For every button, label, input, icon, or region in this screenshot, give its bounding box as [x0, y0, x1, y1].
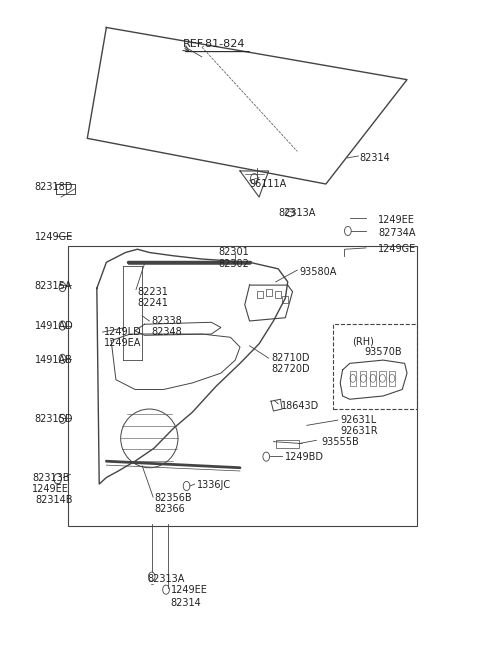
Bar — [266, 289, 273, 296]
Text: 92631R: 92631R — [340, 426, 378, 436]
Text: 82318D: 82318D — [35, 182, 73, 193]
Text: REF.81-824: REF.81-824 — [183, 39, 245, 48]
Text: 1249EE: 1249EE — [378, 215, 415, 225]
Text: 82720D: 82720D — [271, 364, 310, 374]
Text: 82314B: 82314B — [36, 495, 73, 505]
Text: 1491AD: 1491AD — [35, 320, 73, 331]
Text: 93580A: 93580A — [300, 267, 337, 277]
Text: 18643D: 18643D — [281, 401, 319, 411]
Text: 82313A: 82313A — [278, 208, 315, 218]
Text: 92631L: 92631L — [340, 415, 376, 425]
Bar — [379, 371, 385, 386]
Text: 1249EA: 1249EA — [104, 338, 142, 348]
Text: 1249EE: 1249EE — [33, 483, 69, 494]
Text: 1249BD: 1249BD — [285, 452, 324, 462]
Text: 82302: 82302 — [218, 259, 250, 269]
Text: 82313A: 82313A — [147, 574, 184, 584]
Text: 82315D: 82315D — [35, 414, 73, 424]
Text: 1249GE: 1249GE — [35, 233, 73, 242]
Bar — [282, 295, 288, 303]
Text: 96111A: 96111A — [250, 179, 287, 189]
Bar — [389, 371, 395, 386]
Text: 82356B: 82356B — [154, 493, 192, 504]
Text: 82366: 82366 — [154, 504, 185, 514]
Text: 1336JC: 1336JC — [197, 480, 231, 491]
Bar — [257, 291, 263, 298]
Bar — [275, 291, 281, 298]
Text: 82231: 82231 — [137, 287, 168, 297]
Text: 1249EE: 1249EE — [171, 585, 208, 595]
Text: 82348: 82348 — [152, 327, 182, 337]
Text: 82734A: 82734A — [378, 228, 416, 238]
Text: (RH): (RH) — [352, 337, 374, 347]
Text: 82314: 82314 — [171, 598, 202, 608]
Text: 82313B: 82313B — [33, 472, 70, 483]
Bar — [370, 371, 376, 386]
Text: 1249GE: 1249GE — [378, 244, 417, 254]
Text: 82314: 82314 — [360, 153, 390, 163]
Text: 93555B: 93555B — [321, 437, 359, 447]
Text: 82301: 82301 — [218, 248, 249, 257]
Text: 82710D: 82710D — [271, 353, 310, 363]
Text: 82338: 82338 — [152, 316, 182, 326]
Text: 82241: 82241 — [137, 298, 168, 308]
Bar — [350, 371, 356, 386]
Bar — [360, 371, 366, 386]
Bar — [276, 440, 299, 448]
Text: 1491AB: 1491AB — [35, 355, 72, 365]
Text: 93570B: 93570B — [364, 347, 402, 357]
Text: 82315A: 82315A — [35, 282, 72, 291]
Text: 1249LD: 1249LD — [104, 327, 142, 337]
